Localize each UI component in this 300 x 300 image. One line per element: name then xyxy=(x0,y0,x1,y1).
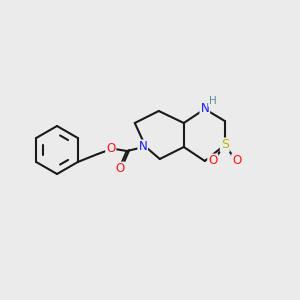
Text: O: O xyxy=(232,154,242,167)
Text: O: O xyxy=(208,154,218,167)
Text: S: S xyxy=(221,139,229,152)
Text: O: O xyxy=(106,142,116,155)
Text: N: N xyxy=(138,140,147,154)
Text: H: H xyxy=(209,96,217,106)
Text: O: O xyxy=(115,163,124,176)
Text: N: N xyxy=(200,103,209,116)
